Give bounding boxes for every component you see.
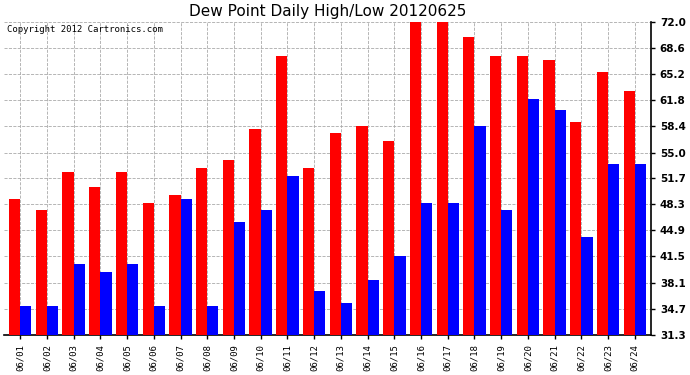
Bar [303,168,314,335]
Text: Copyright 2012 Cartronics.com: Copyright 2012 Cartronics.com [8,25,164,34]
Bar [181,199,192,335]
Bar [116,172,127,335]
Bar [9,199,20,335]
Bar [624,91,635,335]
Bar [288,176,299,335]
Bar [196,168,207,335]
Bar [100,272,112,335]
Bar [490,56,501,335]
Bar [330,133,341,335]
Bar [20,306,32,335]
Bar [36,210,47,335]
Bar [528,99,539,335]
Title: Dew Point Daily High/Low 20120625: Dew Point Daily High/Low 20120625 [189,4,466,19]
Bar [234,222,245,335]
Bar [276,56,288,335]
Bar [448,202,459,335]
Bar [261,210,272,335]
Bar [544,60,555,335]
Bar [368,279,379,335]
Bar [341,303,352,335]
Bar [207,306,219,335]
Bar [501,210,513,335]
Bar [410,14,421,335]
Bar [475,126,486,335]
Bar [582,237,593,335]
Bar [383,141,394,335]
Bar [608,164,620,335]
Bar [127,264,138,335]
Bar [517,56,528,335]
Bar [314,291,326,335]
Bar [463,37,475,335]
Bar [89,187,100,335]
Bar [250,129,261,335]
Bar [597,72,608,335]
Bar [570,122,582,335]
Bar [74,264,85,335]
Bar [47,306,58,335]
Bar [223,160,234,335]
Bar [394,256,406,335]
Bar [154,306,165,335]
Bar [62,172,74,335]
Bar [169,195,181,335]
Bar [635,164,646,335]
Bar [143,202,154,335]
Bar [356,126,368,335]
Bar [421,202,432,335]
Bar [437,10,448,335]
Bar [555,110,566,335]
